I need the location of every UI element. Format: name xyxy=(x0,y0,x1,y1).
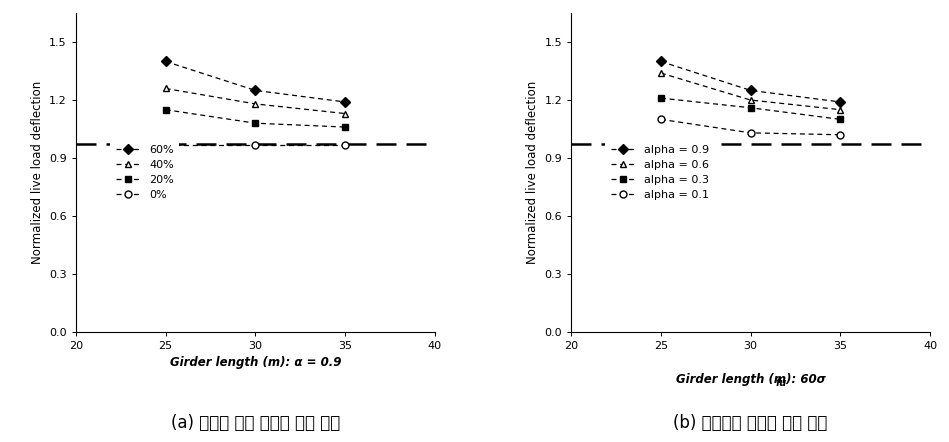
Text: (b) 보강계수 변화에 따른 처짐: (b) 보강계수 변화에 따른 처짐 xyxy=(674,414,828,432)
20% xyxy=(160,107,172,112)
0% xyxy=(340,143,351,148)
40% xyxy=(160,86,172,91)
alpha = 0.6 xyxy=(745,97,756,103)
alpha = 0.9 xyxy=(745,88,756,93)
alpha = 0.3 xyxy=(745,105,756,110)
60% xyxy=(160,59,172,64)
alpha = 0.9 xyxy=(834,99,846,105)
alpha = 0.6 xyxy=(655,70,666,76)
alpha = 0.1 xyxy=(834,132,846,137)
Line: alpha = 0.6: alpha = 0.6 xyxy=(658,69,844,113)
alpha = 0.1 xyxy=(745,130,756,136)
alpha = 0.6 xyxy=(834,107,846,112)
0% xyxy=(160,143,172,148)
60% xyxy=(340,99,351,105)
Legend: 60%, 40%, 20%, 0%: 60%, 40%, 20%, 0% xyxy=(110,140,179,206)
alpha = 0.3 xyxy=(834,117,846,122)
Line: 0%: 0% xyxy=(162,142,348,149)
Text: Girder length (m): 60σ: Girder length (m): 60σ xyxy=(676,373,826,386)
Line: alpha = 0.1: alpha = 0.1 xyxy=(658,116,844,138)
Line: alpha = 0.3: alpha = 0.3 xyxy=(658,95,844,123)
Line: 20%: 20% xyxy=(162,106,348,130)
20% xyxy=(250,121,261,126)
Line: 60%: 60% xyxy=(162,58,348,106)
Line: 40%: 40% xyxy=(162,85,348,117)
Legend: alpha = 0.9, alpha = 0.6, alpha = 0.3, alpha = 0.1: alpha = 0.9, alpha = 0.6, alpha = 0.3, a… xyxy=(605,140,715,206)
alpha = 0.1 xyxy=(655,117,666,122)
40% xyxy=(250,101,261,107)
Text: fu: fu xyxy=(775,377,787,388)
alpha = 0.3 xyxy=(655,95,666,101)
Y-axis label: Normalized live load deflection: Normalized live load deflection xyxy=(526,81,539,264)
alpha = 0.9 xyxy=(655,59,666,64)
40% xyxy=(340,111,351,116)
Text: (a) 긴장력 수준 변화에 따른 처짐: (a) 긴장력 수준 변화에 따른 처짐 xyxy=(171,414,340,432)
0% xyxy=(250,143,261,148)
Line: alpha = 0.9: alpha = 0.9 xyxy=(658,58,844,106)
Y-axis label: Normalized live load deflection: Normalized live load deflection xyxy=(30,81,44,264)
60% xyxy=(250,88,261,93)
20% xyxy=(340,124,351,130)
X-axis label: Girder length (m): α = 0.9: Girder length (m): α = 0.9 xyxy=(170,356,341,369)
